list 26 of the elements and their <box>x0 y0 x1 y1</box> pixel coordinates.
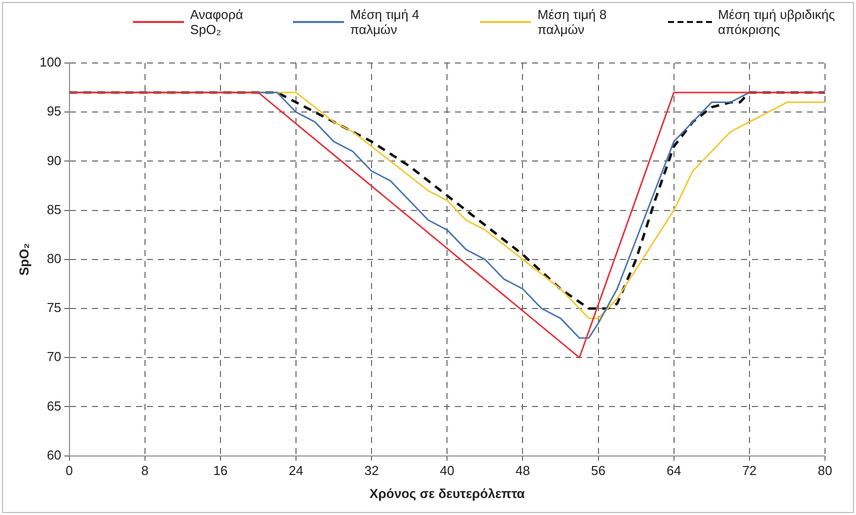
y-tick-label: 95 <box>46 104 62 119</box>
legend-label: Μέση τιμή 8 παλμών <box>537 7 608 37</box>
x-tick-label: 40 <box>440 463 454 478</box>
y-tick-label: 70 <box>46 349 62 364</box>
y-tick-label: 85 <box>46 202 62 217</box>
x-tick-label: 24 <box>288 463 304 478</box>
x-tick-label: 56 <box>591 463 606 478</box>
x-tick-label: 80 <box>818 463 832 478</box>
x-tick-label: 16 <box>213 463 228 478</box>
y-tick-label: 60 <box>46 447 62 462</box>
legend-label: Αναφορά SpO₂ <box>190 7 244 37</box>
legend-label: Μέση τιμή υβριδικής απόκρισης <box>718 7 836 37</box>
x-tick-label: 0 <box>66 463 73 478</box>
y-axis-title: SpO₂ <box>16 242 32 276</box>
y-tick-label: 75 <box>46 300 62 316</box>
y-tick-label: 65 <box>46 398 62 414</box>
x-axis-title: Χρόνος σε δευτερόλεπτα <box>370 486 525 501</box>
y-tick-label: 80 <box>46 250 62 266</box>
y-tick-label: 90 <box>46 152 62 168</box>
x-tick-label: 72 <box>742 463 757 478</box>
x-tick-label: 64 <box>666 463 682 478</box>
x-tick-label: 32 <box>364 463 379 478</box>
x-tick-label: 8 <box>141 463 148 478</box>
legend-label: Μέση τιμή 4 παλμών <box>350 7 420 37</box>
x-tick-label: 48 <box>515 463 530 478</box>
y-tick-label: 100 <box>40 54 62 70</box>
